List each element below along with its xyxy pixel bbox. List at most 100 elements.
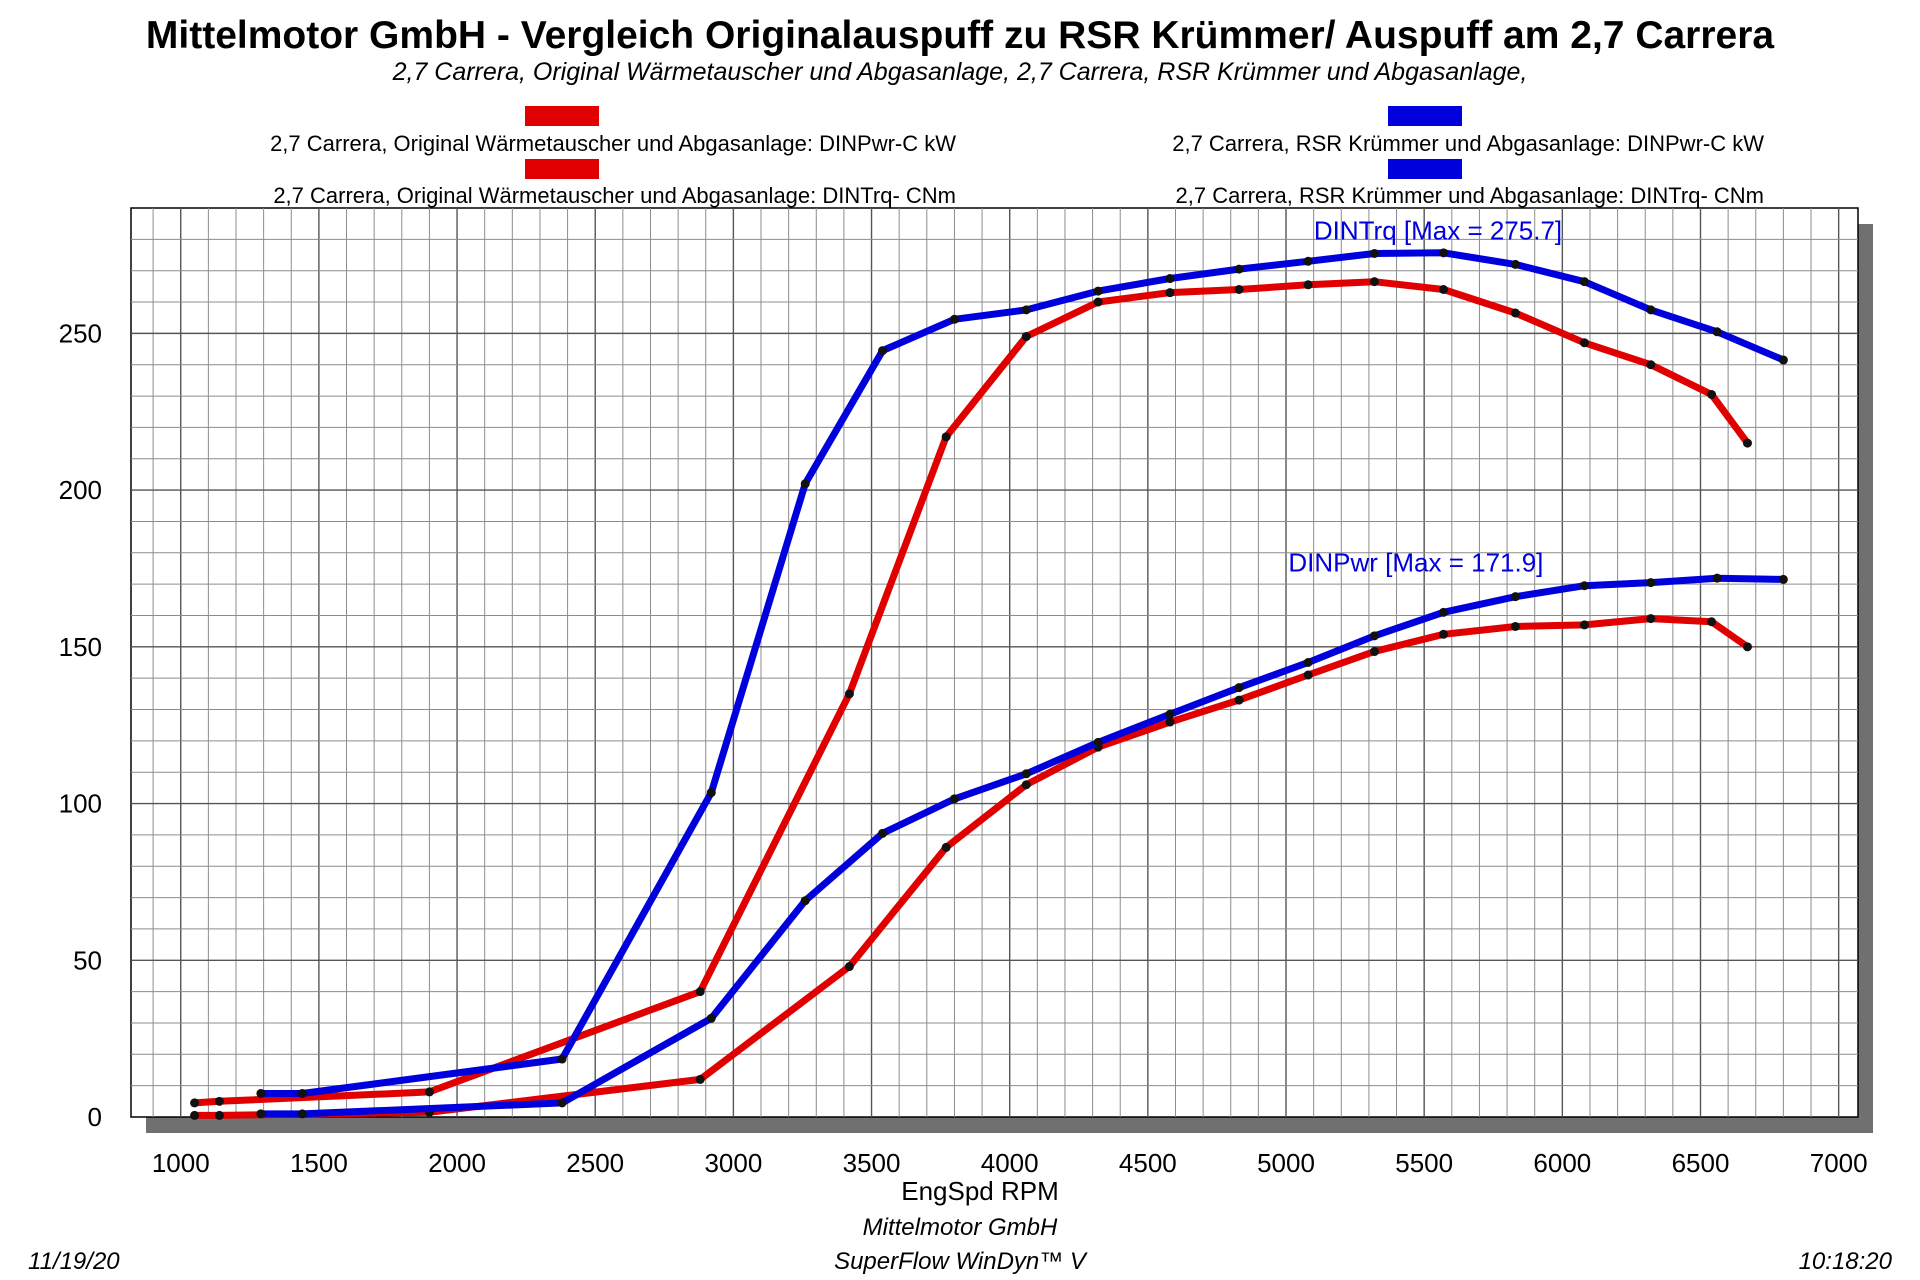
footer-software: SuperFlow WinDyn™ V <box>834 1248 1086 1275</box>
data-point <box>1707 617 1717 627</box>
data-point <box>1369 631 1379 641</box>
legend-label-orig-pwr: 2,7 Carrera, Original Wärmetauscher und … <box>270 131 956 156</box>
data-point <box>1021 332 1031 342</box>
data-point <box>1234 264 1244 274</box>
x-tick-label: 1000 <box>152 1148 210 1178</box>
legend-label-orig-trq: 2,7 Carrera, Original Wärmetauscher und … <box>273 183 956 208</box>
data-point <box>190 1110 200 1120</box>
data-point <box>1579 338 1589 348</box>
x-tick-label: 3000 <box>704 1148 762 1178</box>
max-annotation-1: DINPwr [Max = 171.9] <box>1288 548 1543 578</box>
data-point <box>297 1109 307 1119</box>
data-point <box>1303 658 1313 667</box>
x-tick-label: 4000 <box>981 1148 1039 1178</box>
data-point <box>1646 305 1656 315</box>
data-point <box>878 828 888 838</box>
x-tick-label: 1500 <box>290 1148 348 1178</box>
data-point <box>844 689 854 699</box>
data-point <box>1579 277 1589 287</box>
data-point <box>1778 574 1788 584</box>
data-point <box>1712 327 1722 337</box>
data-point <box>1742 438 1752 448</box>
data-point <box>1439 248 1449 258</box>
data-point <box>1093 286 1103 296</box>
annotation-layer: DINTrq [Max = 275.7] DINPwr [Max = 171.9] <box>1288 215 1562 577</box>
data-point <box>1646 614 1656 624</box>
y-tick-label: 50 <box>73 945 102 975</box>
data-point <box>706 788 716 798</box>
data-point <box>1165 288 1175 298</box>
data-point <box>949 314 959 324</box>
x-tick-label: 7000 <box>1810 1148 1868 1178</box>
series-layer <box>190 248 1788 1120</box>
data-point <box>1093 737 1103 747</box>
x-axis-label: EngSpd RPM <box>901 1176 1059 1206</box>
legend-swatch-orig-trq <box>525 159 599 179</box>
data-point <box>1369 248 1379 258</box>
x-tick-label: 6000 <box>1533 1148 1591 1178</box>
data-point <box>941 842 951 852</box>
y-tick-label: 250 <box>59 318 102 348</box>
data-point <box>1646 360 1656 370</box>
legend-label-rsr-trq: 2,7 Carrera, RSR Krümmer und Abgasanlage… <box>1175 183 1765 208</box>
data-point <box>1510 621 1520 631</box>
chart-title: Mittelmotor GmbH - Vergleich Originalaus… <box>145 14 1775 57</box>
data-point <box>557 1098 567 1108</box>
data-point <box>297 1088 307 1098</box>
data-point <box>1165 717 1175 727</box>
axes: 1000 1500 2000 2500 3000 3500 4000 4500 5000 5500… <box>59 318 1868 1178</box>
data-point <box>1303 670 1313 680</box>
chart-subtitle: 2,7 Carrera, Original Wärmetauscher und … <box>392 58 1528 86</box>
data-point <box>941 432 951 442</box>
x-tick-label: 5500 <box>1395 1148 1453 1178</box>
data-point <box>557 1054 567 1064</box>
data-point <box>1579 620 1589 630</box>
data-point <box>1021 305 1031 315</box>
footer-company: Mittelmotor GmbH <box>862 1214 1058 1241</box>
data-point <box>1021 780 1031 790</box>
data-point <box>1234 284 1244 294</box>
data-point <box>214 1096 224 1106</box>
data-point <box>800 896 810 906</box>
data-point <box>1778 355 1788 365</box>
y-tick-label: 200 <box>59 475 102 505</box>
data-point <box>214 1110 224 1120</box>
data-point <box>190 1098 200 1108</box>
data-point <box>1439 629 1449 639</box>
data-point <box>706 1013 716 1023</box>
footer-time: 10:18:20 <box>1798 1248 1892 1275</box>
data-point <box>1369 277 1379 287</box>
data-point <box>1646 578 1656 588</box>
data-point <box>1369 647 1379 657</box>
data-point <box>1021 769 1031 779</box>
data-point <box>800 479 810 489</box>
x-tick-label: 4500 <box>1119 1148 1177 1178</box>
y-tick-label: 100 <box>59 789 102 819</box>
data-point <box>949 794 959 804</box>
legend-label-rsr-pwr: 2,7 Carrera, RSR Krümmer und Abgasanlage… <box>1172 131 1764 156</box>
data-point <box>424 1087 434 1097</box>
chart-svg: 1000 1500 2000 2500 3000 3500 4000 4500 5000 5500… <box>59 207 1873 1206</box>
data-point <box>1439 607 1449 617</box>
data-point <box>1303 256 1313 266</box>
data-point <box>1510 259 1520 269</box>
y-tick-label: 0 <box>88 1102 102 1132</box>
data-point <box>1234 683 1244 693</box>
data-point <box>1234 695 1244 705</box>
data-point <box>1439 284 1449 294</box>
x-tick-label: 6500 <box>1672 1148 1730 1178</box>
x-tick-label: 3500 <box>843 1148 901 1178</box>
legend-swatch-rsr-trq <box>1388 159 1462 179</box>
data-point <box>1510 308 1520 318</box>
y-tick-label: 150 <box>59 632 102 662</box>
data-point <box>1712 573 1722 583</box>
data-point <box>1510 592 1520 602</box>
data-point <box>1303 280 1313 290</box>
data-point <box>1579 581 1589 591</box>
x-tick-label: 5000 <box>1257 1148 1315 1178</box>
data-point <box>1165 274 1175 284</box>
data-point <box>256 1109 266 1119</box>
legend-swatch-orig-pwr <box>525 106 599 126</box>
data-point <box>256 1088 266 1098</box>
data-point <box>878 346 888 356</box>
